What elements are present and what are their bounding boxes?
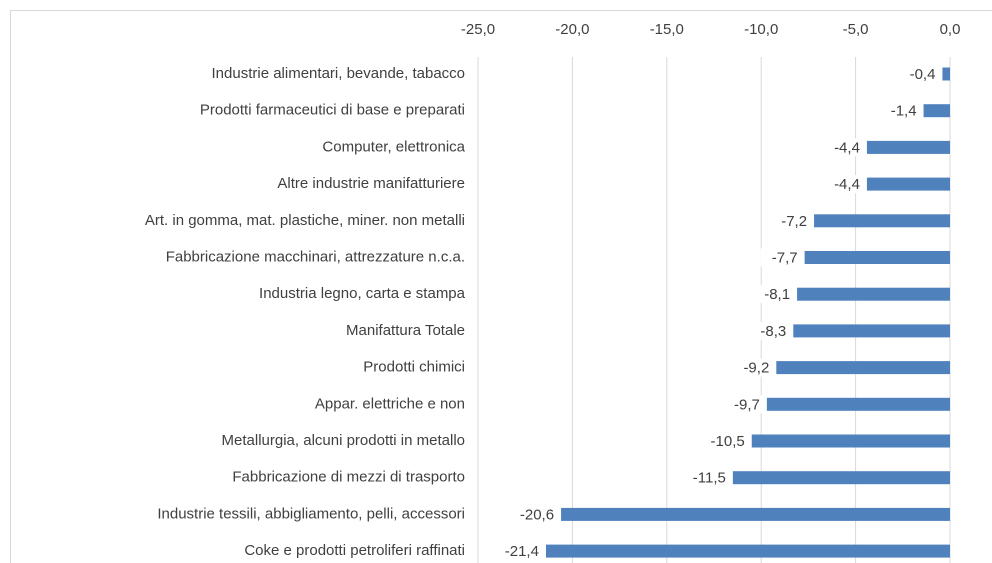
chart-border xyxy=(10,10,992,563)
label-bg xyxy=(879,101,920,120)
y-tick-label: Industrie tessili, abbigliamento, pelli,… xyxy=(157,505,465,522)
bar xyxy=(814,214,950,228)
bar xyxy=(923,104,950,118)
y-tick-label: Manifattura Totale xyxy=(346,322,465,339)
bar xyxy=(561,507,950,521)
label-bg xyxy=(760,248,801,267)
y-tick-label: Prodotti chimici xyxy=(363,359,465,376)
label-bg xyxy=(680,468,729,487)
data-label: -8,1 xyxy=(764,286,790,303)
y-tick-label: Art. in gomma, mat. plastiche, miner. no… xyxy=(145,212,465,229)
x-tick-label: -25,0 xyxy=(461,21,495,38)
label-bg xyxy=(898,65,939,83)
y-tick-label: Industrie alimentari, bevande, tabacco xyxy=(212,65,465,82)
bar xyxy=(793,324,950,338)
data-label: -9,2 xyxy=(743,360,769,377)
y-tick-label: Industria legno, carta e stampa xyxy=(259,285,466,302)
bar xyxy=(797,287,950,301)
label-bg xyxy=(749,321,790,340)
data-label: -7,2 xyxy=(781,213,807,230)
label-bg xyxy=(722,395,763,414)
y-tick-label: Computer, elettronica xyxy=(322,138,465,155)
bar xyxy=(766,397,950,411)
x-tick-label: -20,0 xyxy=(555,21,589,38)
bar xyxy=(804,251,950,264)
y-tick-label: Altre industrie manifatturiere xyxy=(277,175,465,192)
data-label: -7,7 xyxy=(772,249,798,266)
label-bg xyxy=(822,138,863,157)
bar xyxy=(942,67,950,81)
data-label: -11,5 xyxy=(693,470,726,487)
data-label: -9,7 xyxy=(734,396,760,413)
bar xyxy=(866,140,950,154)
label-bg xyxy=(699,432,748,450)
bar xyxy=(545,544,950,558)
label-bg xyxy=(493,542,542,561)
x-tick-label: -5,0 xyxy=(843,21,869,38)
data-label: -21,4 xyxy=(505,543,539,560)
bar xyxy=(776,361,950,375)
data-label: -4,4 xyxy=(834,139,860,156)
data-label: -4,4 xyxy=(834,176,860,193)
bar xyxy=(866,177,950,191)
bar xyxy=(732,471,950,485)
y-tick-label: Metallurgia, alcuni prodotti in metallo xyxy=(222,432,465,449)
label-bg xyxy=(770,211,811,230)
data-label: -10,5 xyxy=(711,433,745,450)
x-tick-label: -10,0 xyxy=(744,21,778,38)
y-tick-label: Appar. elettriche e non xyxy=(315,395,465,412)
data-label: -1,4 xyxy=(891,103,917,120)
y-tick-label: Prodotti farmaceutici di base e preparat… xyxy=(200,102,465,119)
bar xyxy=(751,434,950,448)
label-bg xyxy=(508,505,558,524)
label-bg xyxy=(822,175,863,194)
label-bg xyxy=(753,285,794,304)
x-tick-label: 0,0 xyxy=(940,21,961,38)
data-label: -0,4 xyxy=(910,66,936,83)
y-tick-label: Fabbricazione di mezzi di trasporto xyxy=(232,469,465,486)
y-tick-label: Coke e prodotti petroliferi raffinati xyxy=(244,542,465,559)
data-label: -20,6 xyxy=(520,506,554,523)
x-tick-label: -15,0 xyxy=(650,21,684,38)
label-bg xyxy=(732,358,773,377)
data-label: -8,3 xyxy=(760,323,786,340)
y-tick-label: Fabbricazione macchinari, attrezzature n… xyxy=(166,248,465,265)
